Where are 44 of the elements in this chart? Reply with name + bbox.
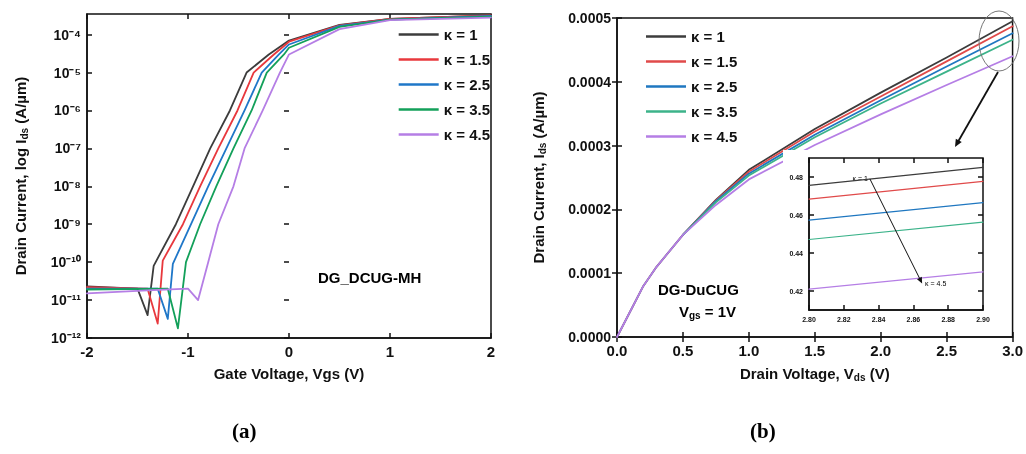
x-tick-label: 1.0 — [738, 342, 760, 359]
x-tick-label: 3.0 — [1002, 342, 1023, 359]
legend-label: κ = 1 — [691, 28, 725, 45]
y-axis-title: Drain Current, log Ids (A/µm) — [12, 76, 30, 276]
y-tick-label: 0.0005 — [568, 10, 612, 26]
x-tick-label: 0 — [284, 343, 294, 360]
y-tick-label: 10⁻⁴ — [53, 26, 82, 43]
y-tick-label: 10⁻¹² — [51, 330, 82, 346]
y-tick-label: 10⁻¹⁰ — [50, 254, 81, 271]
y-tick-label: 10⁻¹¹ — [51, 292, 82, 309]
x-tick-label: 2.0 — [870, 342, 892, 359]
x-tick-label: -1 — [181, 343, 195, 360]
x-axis-title: Gate Voltage, Vgs (V) — [213, 365, 365, 382]
x-tick-label: 1.5 — [804, 342, 826, 359]
y-tick-label: 10⁻⁸ — [53, 178, 81, 195]
y-tick-label: 0.0004 — [568, 73, 612, 90]
x-tick-label: 2.5 — [936, 342, 958, 359]
legend-label: κ = 4.5 — [691, 128, 738, 145]
legend-label: κ = 3.5 — [691, 103, 738, 120]
y-tick-label: 10⁻⁵ — [53, 64, 81, 81]
text: (a) — [232, 418, 257, 443]
legend-label: κ = 1 — [443, 26, 478, 43]
legend-label: κ = 3.5 — [443, 101, 490, 118]
legend-label: κ = 2.5 — [443, 76, 490, 93]
y-axis-title: Drain Current, Ids (A/µm) — [530, 91, 548, 264]
y-tick-label: 10⁻⁹ — [53, 216, 81, 233]
x-tick-label: 2 — [486, 343, 496, 360]
legend-label: κ = 1.5 — [691, 53, 738, 70]
y-tick-label: 0.0000 — [568, 329, 612, 345]
x-tick-label: 0.0 — [606, 342, 628, 359]
legend-label: κ = 4.5 — [443, 126, 490, 143]
x-tick-label: 1 — [385, 343, 395, 360]
y-tick-label: 0.0001 — [568, 265, 612, 282]
y-tick-label: 0.0003 — [568, 137, 612, 154]
y-tick-label: 0.0002 — [568, 201, 612, 218]
text: (b) — [750, 418, 776, 443]
legend-label: κ = 2.5 — [691, 78, 738, 95]
legend-label: κ = 1.5 — [443, 51, 490, 68]
annotation: DG-DuCUG — [658, 281, 739, 298]
y-tick-label: 10⁻⁶ — [53, 102, 81, 119]
x-tick-label: -2 — [80, 343, 94, 360]
y-tick-label: 10⁻⁷ — [54, 140, 82, 157]
annotation: DG_DCUG-MH — [318, 269, 422, 286]
x-tick-label: 0.5 — [672, 342, 694, 359]
